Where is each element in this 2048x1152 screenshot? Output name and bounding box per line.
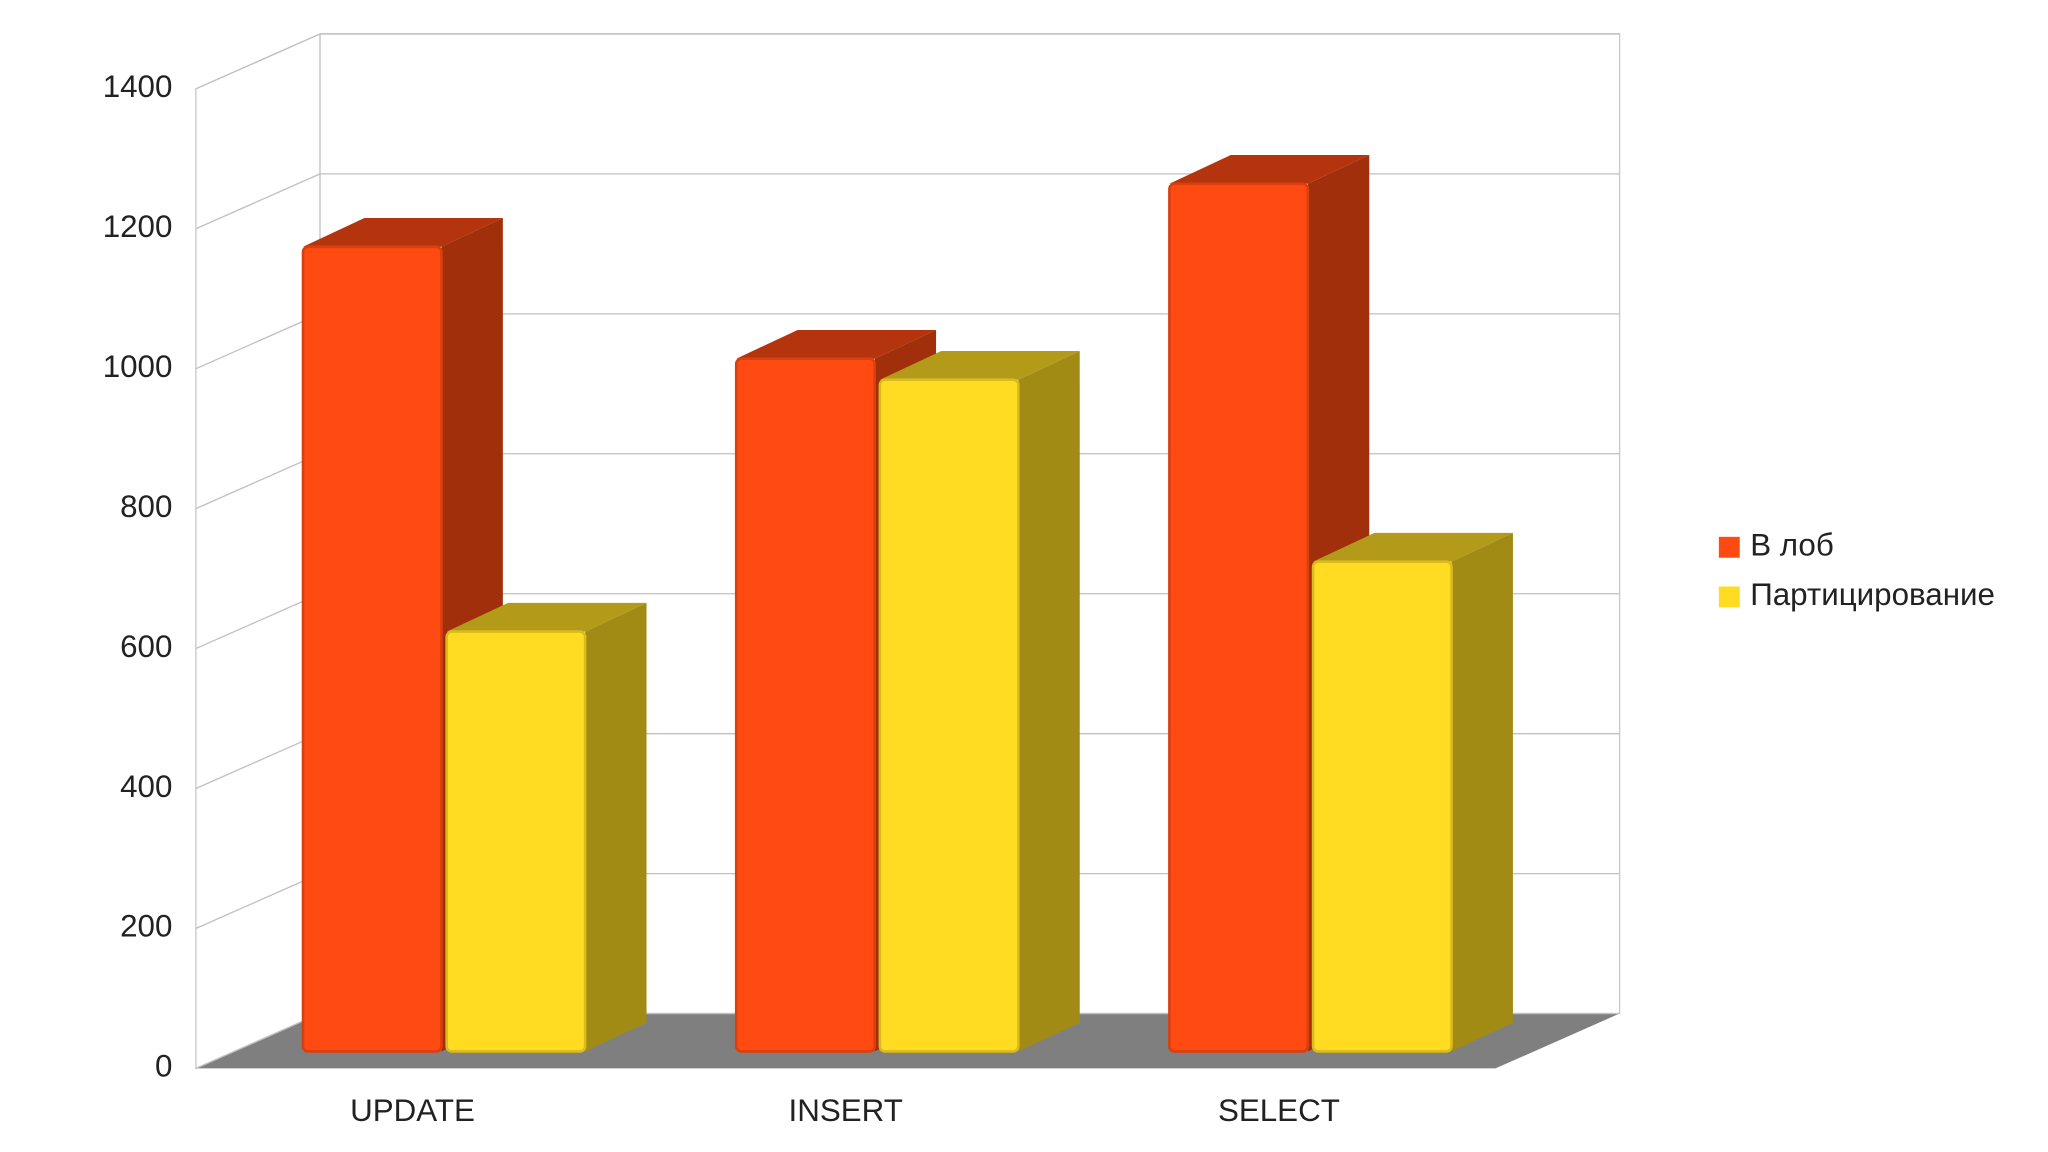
bar: [1311, 560, 1453, 1053]
bar-side: [1451, 532, 1513, 1052]
grid-line: [195, 313, 321, 370]
y-tick-label: 1200: [103, 209, 173, 244]
y-tick-label: 200: [120, 909, 172, 944]
bar: [445, 630, 587, 1053]
bar: [1168, 182, 1310, 1053]
y-tick-label: 0: [155, 1049, 172, 1084]
bar: [734, 357, 876, 1053]
grid-line: [195, 33, 321, 90]
x-tick-label: INSERT: [789, 1093, 903, 1128]
side-wall: [195, 32, 321, 1070]
bar-top: [1169, 155, 1370, 184]
grid-line: [195, 593, 321, 650]
grid-line: [195, 873, 321, 930]
grid-line: [195, 173, 321, 230]
bar-side: [585, 602, 647, 1052]
grid-line: [195, 1012, 321, 1070]
grid-line: [195, 733, 321, 790]
bar-top: [446, 602, 647, 632]
bar-top: [1313, 532, 1513, 562]
bar-top: [879, 350, 1080, 380]
x-tick-label: UPDATE: [350, 1093, 475, 1128]
bar: [878, 378, 1020, 1053]
bar-side: [1018, 350, 1080, 1052]
bar: [301, 245, 443, 1053]
legend-label: В лоб: [1750, 528, 1834, 563]
y-tick-label: 600: [120, 629, 172, 664]
legend-label: Партицирование: [1750, 577, 1995, 612]
legend-swatch: [1718, 586, 1740, 608]
y-tick-label: 800: [120, 489, 172, 524]
bar-top: [303, 218, 503, 247]
legend-swatch: [1718, 536, 1740, 558]
bar-top: [736, 329, 937, 359]
y-tick-label: 400: [120, 769, 172, 804]
x-tick-label: SELECT: [1218, 1093, 1340, 1128]
y-tick-label: 1000: [103, 349, 173, 384]
grid-line: [195, 453, 321, 510]
y-tick-label: 1400: [103, 69, 173, 104]
